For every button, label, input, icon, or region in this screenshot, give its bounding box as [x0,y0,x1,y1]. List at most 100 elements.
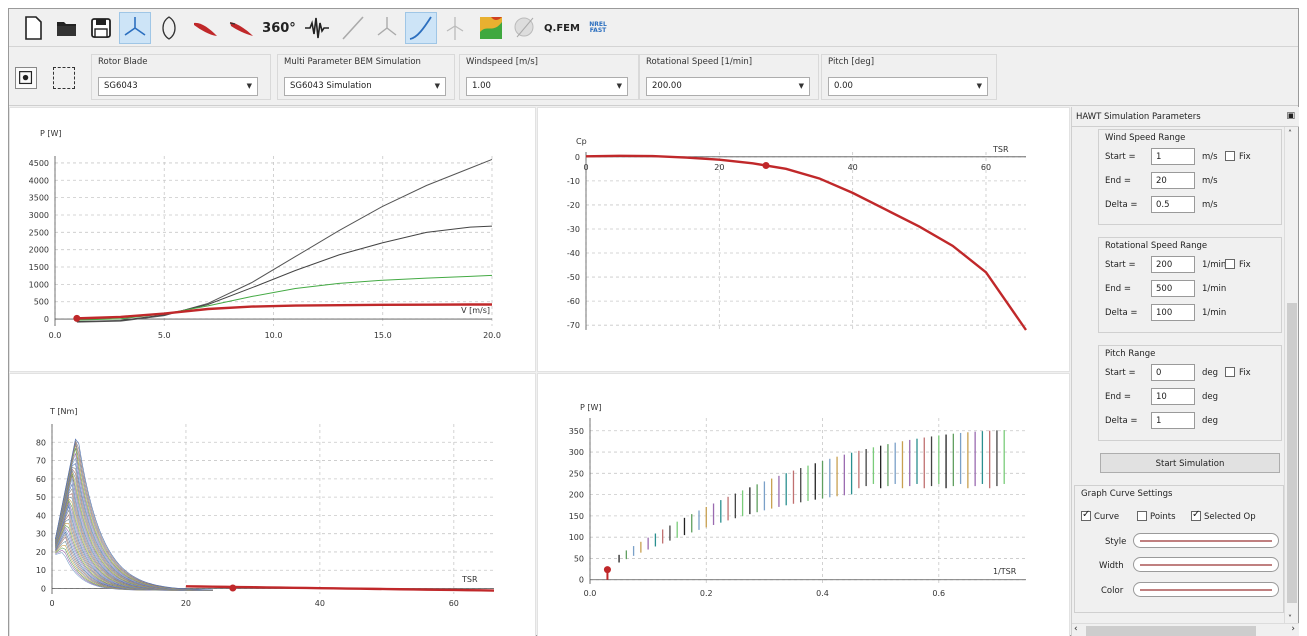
rot-speed-label: Rotational Speed [1/min] [646,57,753,67]
open-folder-icon[interactable] [51,12,83,44]
turbine-icon[interactable] [371,12,403,44]
pitch-end-unit: deg [1202,392,1219,402]
select-region-button[interactable] [53,67,75,89]
style-button[interactable] [1133,533,1279,548]
torque-curve [55,469,213,591]
rotor-blade-select[interactable]: SG6043 ▼ [98,77,258,96]
chevron-down-icon: ▼ [434,82,440,90]
x-tick-label: 40 [315,599,325,608]
chart-svg: 0.0 0.2 0.4 0.6 0 50 100 150 200 250 300 350 P [W] 1/… [569,403,1026,598]
x-axis-label: 1/TSR [993,567,1017,576]
rot-delta-input[interactable]: 100 [1151,304,1195,321]
chevron-down-icon[interactable]: ˅ [1288,614,1292,623]
points-label: Points [1150,512,1176,522]
line-icon[interactable] [337,12,369,44]
windspeed-group: Windspeed [m/s] 1.00 ▼ [459,54,639,100]
y-axis-label: P [W] [580,403,602,412]
pitch-select[interactable]: 0.00 ▼ [828,77,988,96]
start-simulation-button[interactable]: Start Simulation [1100,453,1280,473]
blade-icon[interactable] [189,12,221,44]
pitch-start-input[interactable]: 0 [1151,364,1195,381]
multi-param-select[interactable]: SG6043 Simulation ▼ [284,77,446,96]
nrel-fast-icon[interactable]: NREL FAST [581,12,615,44]
hscrollbar-thumb[interactable] [1086,626,1256,636]
app-window: 360° Q.FEM NREL FAST [8,8,1299,636]
points-checkbox[interactable] [1137,511,1147,521]
color-preview-line [1140,589,1272,591]
rot-start-input[interactable]: 200 [1151,256,1195,273]
windspeed-select[interactable]: 1.00 ▼ [466,77,628,96]
y-tick-label: 70 [36,457,46,466]
multi-param-value: SG6043 Simulation [290,81,372,91]
width-preview-line [1140,564,1272,566]
power-vs-windspeed-graph[interactable]: 0.0 5.0 10.0 15.0 20.0 0 500 1000 1500 2000 2500 30… [9,107,536,372]
save-icon[interactable] [85,12,117,44]
wind-end-input[interactable]: 20 [1151,172,1195,189]
chevron-left-icon[interactable]: ‹ [1074,624,1078,634]
rotor-blade-group: Rotor Blade SG6043 ▼ [91,54,271,100]
color-button[interactable] [1133,582,1279,597]
chevron-up-icon[interactable]: ˄ [1288,129,1292,138]
turbine-grey-icon[interactable] [439,12,471,44]
chevron-right-icon[interactable]: › [1291,624,1295,634]
nrel-fast-label: NREL FAST [589,21,607,34]
rot-end-input[interactable]: 500 [1151,280,1195,297]
color-label: Color [1101,586,1124,596]
contour-icon[interactable] [475,12,507,44]
globe-icon[interactable] [509,12,541,44]
simulation-parameters-dock: HAWT Simulation Parameters ▣ ˄ ˅ Wind Spe… [1071,107,1299,636]
y-tick-label: 200 [569,491,584,500]
airfoil-icon[interactable] [153,12,185,44]
rotor-icon[interactable] [119,12,151,44]
width-button[interactable] [1133,557,1279,572]
y-tick-label: -20 [567,201,580,210]
blade-alt-icon[interactable] [225,12,257,44]
wind-speed-range-group: Wind Speed Range Start = 1 m/s Fix End = 20 m… [1098,129,1282,225]
curve-checkbox[interactable] [1081,509,1091,521]
polar-360-label: 360° [262,20,296,36]
series-line [585,154,1027,331]
wind-start-input[interactable]: 1 [1151,148,1195,165]
dock-vertical-scrollbar[interactable]: ˄ ˅ [1284,127,1298,625]
multi-param-label: Multi Parameter BEM Simulation [284,57,421,67]
fit-view-button[interactable] [15,67,37,89]
x-tick-label: 0 [49,599,54,608]
dock-horizontal-scrollbar[interactable]: ‹ › [1072,623,1299,636]
x-tick-label: 0.4 [816,589,829,598]
rot-end-unit: 1/min [1202,284,1227,294]
qfem-icon[interactable]: Q.FEM [544,12,580,44]
noise-icon[interactable] [301,12,333,44]
operating-point-marker [762,161,770,169]
rotational-speed-range-title: Rotational Speed Range [1105,241,1208,251]
curve-icon[interactable] [405,12,437,44]
x-tick-label: 20 [714,163,724,172]
rotor-blade-label: Rotor Blade [98,57,148,67]
float-window-icon[interactable]: ▣ [1286,111,1295,121]
y-tick-label: 60 [36,475,46,484]
rot-fix-checkbox[interactable] [1225,259,1235,269]
y-tick-label: 50 [574,554,584,563]
pitch-label: Pitch [deg] [828,57,875,67]
polar-360-icon[interactable]: 360° [261,12,297,44]
pitch-fix-checkbox[interactable] [1225,367,1235,377]
x-tick-label: 10.0 [265,331,283,340]
rot-speed-select[interactable]: 200.00 ▼ [646,77,810,96]
pitch-start-unit: deg [1202,368,1219,378]
pitch-end-input[interactable]: 10 [1151,388,1195,405]
torque-vs-tsr-graph[interactable]: 0 20 40 60 0 10 20 30 40 50 60 70 80 T [Nm] TSR [9,373,536,636]
wind-fix-checkbox[interactable] [1225,151,1235,161]
selected-op-checkbox[interactable] [1191,509,1201,521]
wind-end-unit: m/s [1202,176,1218,186]
operating-point-marker [603,566,611,574]
rot-end-label: End = [1105,284,1131,294]
new-file-icon[interactable] [17,12,49,44]
pitch-fix-label: Fix [1239,368,1251,378]
pitch-delta-input[interactable]: 1 [1151,412,1195,429]
wind-delta-input[interactable]: 0.5 [1151,196,1195,213]
rot-speed-group: Rotational Speed [1/min] 200.00 ▼ [639,54,819,100]
x-tick-label: 0.6 [932,589,945,598]
power-vs-inv-tsr-graph[interactable]: 0.0 0.2 0.4 0.6 0 50 100 150 200 250 300 350 P [W] 1/… [537,373,1070,636]
x-axis-label: V [m/s] [461,306,490,315]
scrollbar-thumb[interactable] [1287,303,1297,603]
